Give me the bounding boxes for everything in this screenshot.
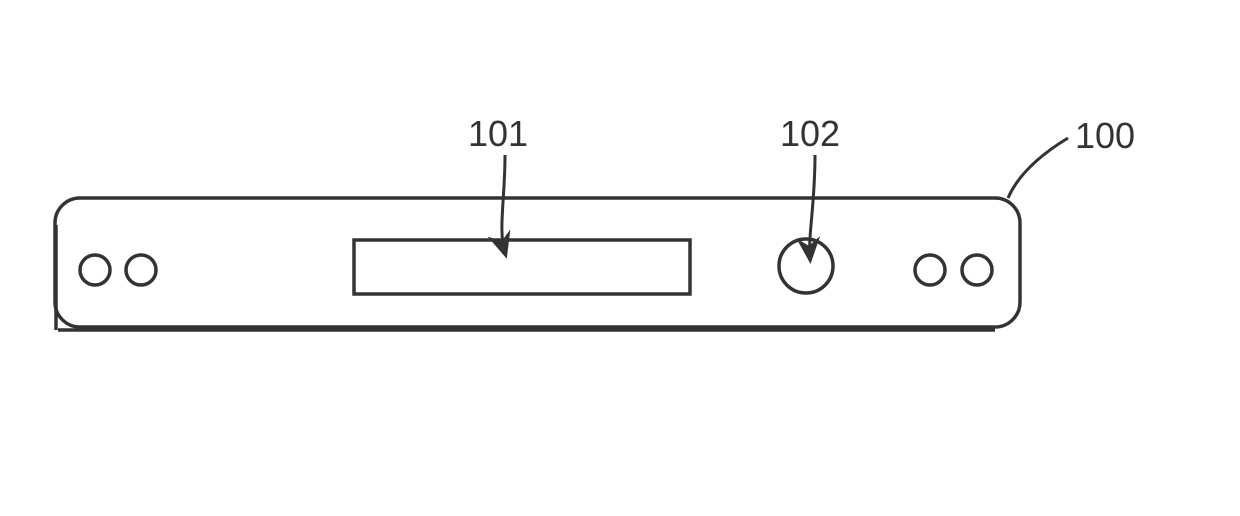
leader-line-102 xyxy=(810,155,815,258)
port-circle xyxy=(962,255,992,285)
leader-line-100 xyxy=(1008,138,1068,198)
reference-label-101: 101 xyxy=(468,113,528,155)
display-slot xyxy=(354,240,690,294)
device-body xyxy=(55,198,1020,327)
port-circle xyxy=(915,255,945,285)
center-button xyxy=(779,239,833,293)
patent-figure-diagram xyxy=(0,0,1240,511)
reference-label-102: 102 xyxy=(780,113,840,155)
reference-label-100: 100 xyxy=(1075,115,1135,157)
port-circle xyxy=(126,255,156,285)
port-circle xyxy=(80,255,110,285)
